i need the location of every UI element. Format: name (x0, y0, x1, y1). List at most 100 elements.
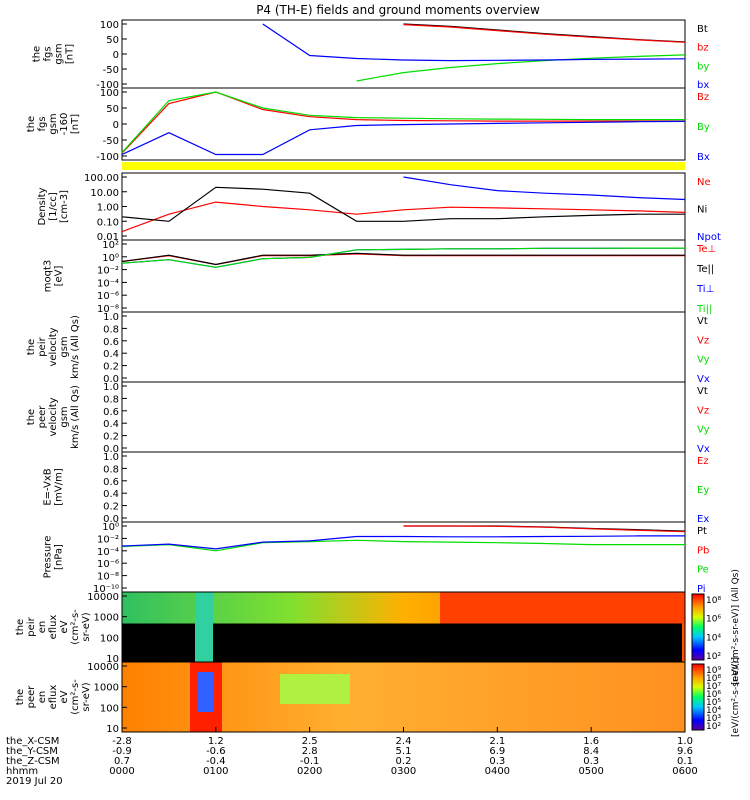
y-axis-label: [eV] (54, 266, 65, 287)
x-tick-label: -0.4 (206, 756, 226, 767)
x-tick-label: 6.9 (489, 746, 505, 757)
y-axis-label: the (26, 339, 37, 355)
legend-entry: Te|| (696, 264, 714, 275)
y-tick-label: 0.6 (103, 337, 119, 348)
colorbar-tick-label: 10⁶ (706, 615, 721, 625)
x-tick-label: -0.6 (206, 746, 226, 757)
x-tick-label: 0.1 (677, 756, 693, 767)
legend-entry: Vz (697, 405, 709, 416)
x-tick-label: 5.1 (396, 746, 412, 757)
series-line-by (356, 54, 686, 82)
series-line-Bx (121, 120, 686, 156)
y-axis-label: the (26, 409, 37, 425)
y-tick-label: 1.0 (103, 312, 119, 323)
legend-entry: Ti⊥ (696, 284, 714, 295)
legend-entry: Ti|| (696, 304, 712, 315)
y-tick-label: 10000 (87, 592, 119, 603)
legend-entry: Vy (697, 355, 710, 366)
y-axis-label: en (37, 621, 48, 634)
y-axis-label: eflux (48, 685, 59, 710)
x-row-label: the_Z-CSM (6, 756, 60, 767)
panel-temperature: 10² 10⁰ 10⁻²10⁻⁴ 10⁻⁶ 10⁻⁸ moqt3 [eV] Te⊥ Te|| Ti… (43, 239, 716, 315)
panel-frame (121, 172, 686, 241)
x-row-label: the_X-CSM (6, 736, 59, 747)
x-tick-label: 0100 (203, 766, 228, 777)
y-tick-label: 10² (102, 240, 119, 251)
y-axis-label: gsm (54, 43, 65, 64)
panel-fgs_gsm: 100 50 0 -50 -100 the fgs gsm [nT] Bt bz by bx (32, 19, 709, 91)
y-tick-label: 10⁻⁸ (97, 572, 119, 583)
x-tick-label: 0.3 (489, 756, 505, 767)
date-label: 2019 Jul 20 (6, 776, 63, 787)
panel-frame (121, 239, 686, 313)
legend-entry: Pt (697, 526, 707, 537)
y-axis-label: en (37, 691, 48, 704)
x-tick-label: 8.4 (583, 746, 599, 757)
x-row-label: the_Y-CSM (6, 746, 58, 757)
yellow-strip (122, 162, 685, 170)
y-tick-label: 1000 (94, 613, 119, 624)
x-tick-label: 0.3 (583, 756, 599, 767)
y-axis-label: peer (37, 405, 48, 429)
legend-entry: Bz (697, 92, 709, 103)
y-tick-label: 10.00 (90, 188, 119, 199)
colorbar (691, 593, 705, 661)
y-tick-label: 10 (106, 724, 119, 735)
spectrogram-burst (195, 592, 213, 662)
x-tick-label: 0300 (391, 766, 416, 777)
x-tick-label: 0.7 (114, 756, 130, 767)
spectrogram-hot (440, 592, 685, 624)
panel-efield: 1.00.8 0.60.4 0.20.0 E=-VxB [mV/m] Ez Ey Ex (43, 451, 709, 525)
y-tick-label: 0 (113, 50, 119, 61)
y-axis-label: the (15, 619, 26, 635)
series-line-Pb (403, 525, 686, 533)
panel-peer_velocity: 1.00.8 0.60.4 0.20.0 the peer velocity gsm km/s… (26, 381, 710, 455)
y-tick-label: 50 (106, 104, 119, 115)
legend-entry: Pi (697, 584, 706, 595)
colorbar-tick-label: 10⁷ (706, 682, 721, 692)
y-axis-label: peer (26, 685, 37, 709)
panel-frame (121, 19, 686, 89)
y-tick-label: 0.2 (103, 432, 119, 443)
y-tick-label: -50 (103, 65, 119, 76)
series-line-Ti⊥ (121, 247, 685, 268)
y-tick-label: 0.0 (103, 514, 119, 525)
panel-frame (121, 311, 686, 383)
x-tick-label: 1.0 (677, 736, 693, 747)
y-axis-label: [cm-3] (59, 190, 70, 223)
y-tick-label: 0.4 (103, 349, 119, 360)
series-line-Ni (121, 186, 685, 222)
y-tick-label: 100 (100, 703, 119, 714)
x-tick-label: 9.6 (677, 746, 693, 757)
y-tick-label: 0.0 (103, 444, 119, 455)
colorbar-tick-label: 10⁹ (706, 666, 721, 676)
x-tick-label: 2.8 (302, 746, 318, 757)
y-tick-label: 0.2 (103, 362, 119, 373)
legend-entry: Pe (697, 565, 709, 576)
y-tick-label: 0.6 (103, 407, 119, 418)
x-tick-label: 2.1 (489, 736, 505, 747)
y-axis-label: km/s (All Qs) (70, 315, 81, 379)
y-tick-label: 10000 (87, 662, 119, 673)
series-line-Pi (121, 535, 685, 550)
y-axis-label: gsm (59, 336, 70, 357)
spectrogram-fills (122, 162, 685, 170)
y-tick-label: -100 (96, 152, 119, 163)
y-axis-label: peir (26, 616, 37, 636)
panel-density: 100.00 10.00 1.00 0.10 0.01 Density [1/cc] [cm-… (37, 172, 721, 243)
y-tick-label: 10⁻¹⁰ (93, 584, 119, 595)
x-tick-label: 0600 (672, 766, 697, 777)
y-axis-label: E=-VxB (43, 468, 54, 505)
y-tick-label: 0.4 (103, 489, 119, 500)
y-axis-label: [nT] (70, 114, 81, 134)
legend-entry: Bx (697, 152, 710, 163)
y-tick-label: 50 (106, 35, 119, 46)
y-tick-label: 10 (106, 654, 119, 665)
y-tick-label: 1.0 (103, 452, 119, 463)
colorbar-tick-label: 10⁶ (706, 690, 721, 700)
y-axis-label: eflux (48, 615, 59, 640)
y-axis-label: moqt3 (43, 260, 54, 293)
y-tick-label: 0.0 (103, 374, 119, 385)
